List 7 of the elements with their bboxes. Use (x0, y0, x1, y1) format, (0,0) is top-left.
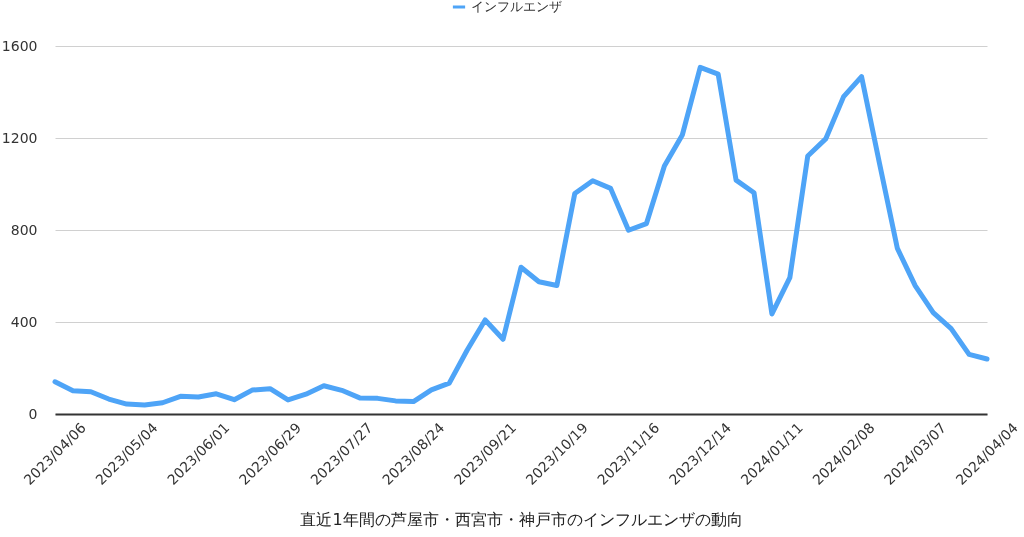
legend-label: インフルエンザ (471, 0, 562, 14)
x-axis-title: 直近1年間の芦屋市・西宮市・神戸市のインフルエンザの動向 (300, 509, 743, 529)
y-tick-label: 0 (28, 405, 38, 422)
y-tick-label: 400 (10, 313, 38, 330)
y-tick-label: 1200 (1, 129, 38, 146)
y-tick-label: 1600 (1, 37, 38, 54)
y-tick-label: 800 (10, 221, 38, 238)
